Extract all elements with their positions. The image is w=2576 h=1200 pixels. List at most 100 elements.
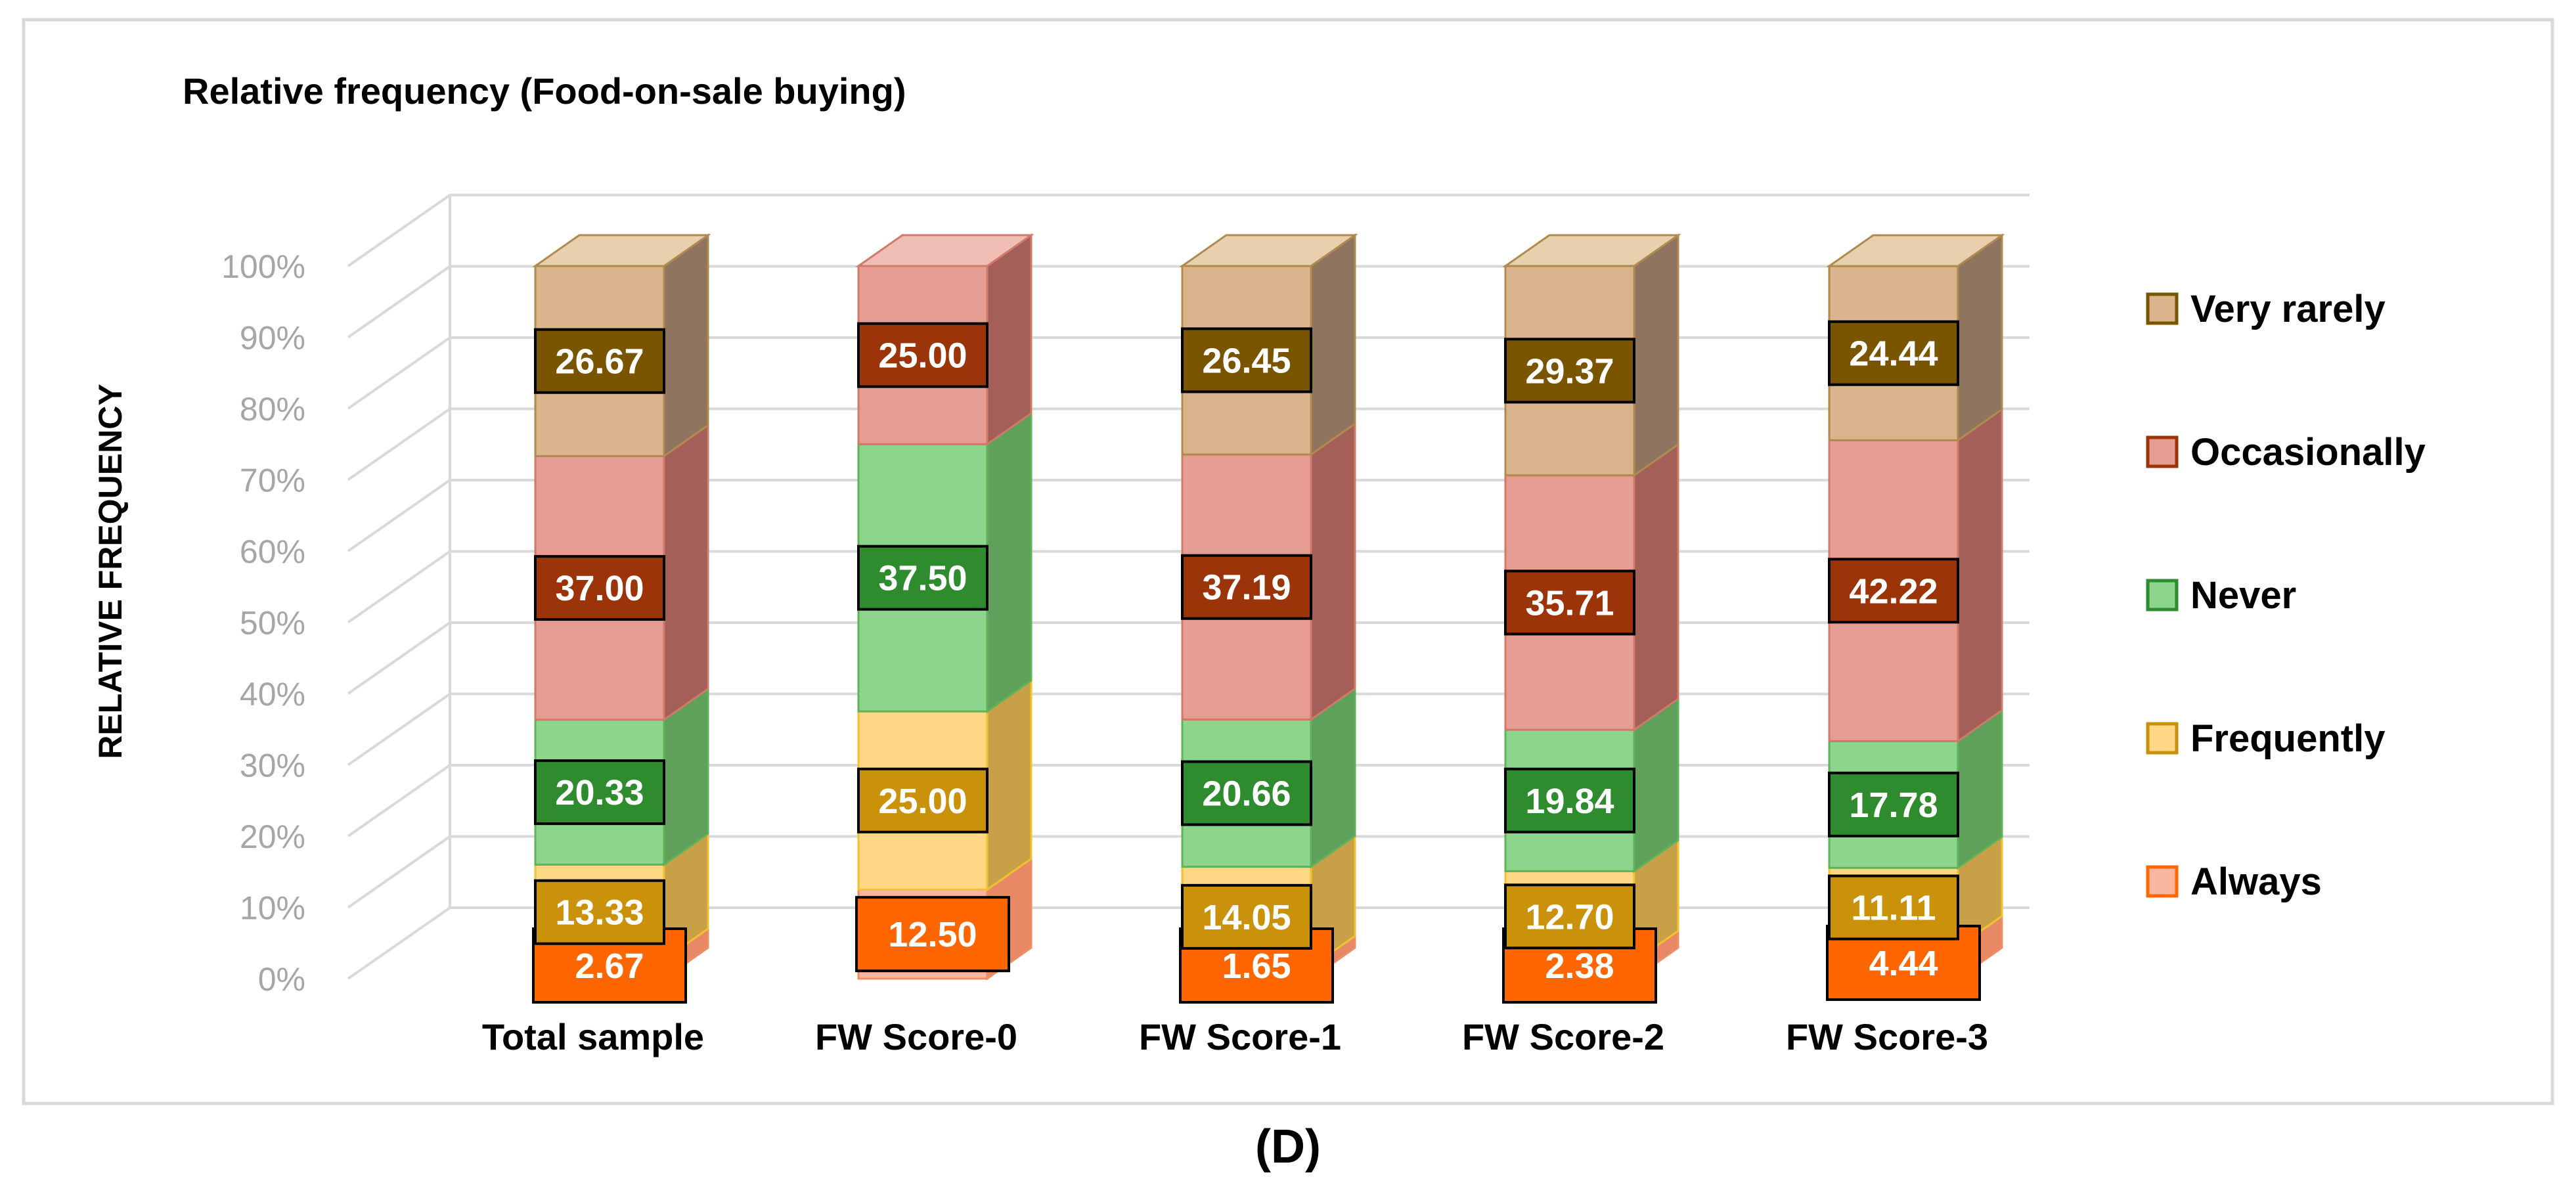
bar-side (663, 233, 709, 458)
data-label-box (1828, 874, 1959, 941)
y-tick-label: 100% (221, 248, 305, 285)
data-label: 29.37 (1504, 338, 1635, 404)
data-label: 42.22 (1828, 558, 1959, 624)
y-axis-title: RELATIVE FREQUENCY (92, 384, 129, 759)
data-label: 13.33 (534, 879, 665, 945)
x-axis-ticks: Total sample FW Score-0 FW Score-1 FW Score… (482, 1016, 1988, 1057)
data-label-box (1181, 760, 1312, 826)
data-label: 12.70 (1504, 883, 1635, 950)
data-label-box (857, 544, 988, 611)
data-label: 37.19 (1181, 554, 1312, 620)
y-tick-label: 40% (240, 676, 305, 713)
bar-side (986, 233, 1033, 447)
data-label: 37.00 (534, 555, 665, 621)
data-label-text: 29.37 (1525, 351, 1614, 391)
data-label-box (534, 555, 665, 621)
data-label-box (857, 322, 988, 388)
data-label-text: 20.33 (555, 773, 644, 812)
x-tick-label: FW Score-0 (815, 1016, 1017, 1057)
data-label-box (1828, 320, 1959, 386)
legend-label: Frequently (2190, 717, 2386, 760)
y-tick-label: 50% (240, 605, 305, 642)
y-tick-label: 10% (240, 890, 305, 927)
data-label: 20.66 (1181, 760, 1312, 826)
legend-swatch (2146, 292, 2179, 325)
data-label-text: 4.44 (1869, 944, 1938, 983)
bar-side (663, 423, 709, 722)
x-tick-label: Total sample (482, 1016, 704, 1057)
data-label: 11.11 (1828, 874, 1959, 941)
data-label: 26.45 (1181, 327, 1312, 393)
data-label-box (855, 896, 1010, 973)
legend-label: Never (2190, 574, 2296, 617)
legend-item: Frequently (2146, 717, 2386, 760)
data-label-text: 17.78 (1849, 786, 1938, 825)
y-tick-label: 60% (240, 533, 305, 570)
bar-top (532, 234, 711, 267)
legend-swatch (2146, 865, 2179, 898)
data-label-text: 37.19 (1202, 568, 1291, 608)
data-label: 26.67 (534, 328, 665, 394)
legend-item: Very rarely (2146, 288, 2386, 330)
data-label-text: 26.67 (555, 342, 644, 382)
legend-swatch (2146, 435, 2179, 468)
data-label: 35.71 (1504, 569, 1635, 636)
legend-swatch (2146, 579, 2179, 611)
data-label-text: 24.44 (1849, 334, 1938, 374)
legend: Very rarely Occasionally Never Frequently Al… (2146, 288, 2426, 903)
x-tick-label: FW Score-2 (1462, 1016, 1664, 1057)
data-label-box (1181, 883, 1312, 950)
data-label-box (1504, 883, 1635, 950)
data-label-text: 14.05 (1202, 898, 1291, 937)
y-tick-label: 70% (240, 462, 305, 499)
bar-side (1957, 233, 2003, 443)
y-tick-label: 80% (240, 391, 305, 428)
bar-top (1179, 234, 1358, 267)
data-label-text: 13.33 (555, 893, 644, 933)
legend-item: Occasionally (2146, 431, 2426, 474)
data-label-text: 26.45 (1202, 341, 1291, 380)
data-label: 37.50 (857, 544, 988, 611)
bar-top (1826, 234, 2005, 267)
data-label: 12.50 (855, 896, 1010, 973)
data-label-box (534, 328, 665, 394)
data-labels: 2.67 13.33 20.33 37.00 26.67 12.50 25.00 37.50 2… (532, 320, 1981, 1004)
x-tick-label: FW Score-3 (1786, 1016, 1988, 1057)
data-label-box (1828, 771, 1959, 837)
data-label-text: 19.84 (1525, 782, 1614, 821)
data-label-box (1504, 569, 1635, 636)
data-label-text: 12.70 (1525, 897, 1614, 937)
bar-side (986, 411, 1033, 713)
data-label-text: 37.50 (878, 559, 967, 598)
data-label-text: 25.00 (878, 336, 967, 376)
data-label: 25.00 (857, 767, 988, 833)
data-label-box (1181, 554, 1312, 620)
data-label: 20.33 (534, 759, 665, 826)
chart-title: Relative frequency (Food-on-sale buying) (183, 70, 906, 112)
data-label-text: 2.38 (1545, 946, 1614, 986)
legend-swatch (2146, 722, 2179, 755)
data-label-box (857, 767, 988, 833)
legend-item: Always (2146, 860, 2322, 903)
bar-top (1502, 234, 1681, 267)
data-label-box (1181, 327, 1312, 393)
data-label: 14.05 (1181, 883, 1312, 950)
data-label-text: 1.65 (1222, 946, 1291, 986)
data-label-text: 11.11 (1851, 889, 1936, 928)
data-label: 24.44 (1828, 320, 1959, 386)
data-label-box (1828, 558, 1959, 624)
x-tick-label: FW Score-1 (1139, 1016, 1341, 1057)
y-axis-ticks: 0% 10% 20% 30% 40% 50% 60% 70% 80% 90% 100% (221, 248, 305, 998)
data-label-text: 42.22 (1849, 571, 1938, 611)
y-tick-label: 90% (240, 320, 305, 357)
figure-label: (D) (1255, 1121, 1321, 1173)
gridlines (347, 194, 2030, 980)
data-label-box (534, 759, 665, 826)
data-label-text: 35.71 (1525, 583, 1614, 623)
data-label-box (1504, 767, 1635, 833)
y-tick-label: 30% (240, 747, 305, 784)
bar-top (855, 234, 1034, 267)
bar-side (1633, 442, 1679, 732)
